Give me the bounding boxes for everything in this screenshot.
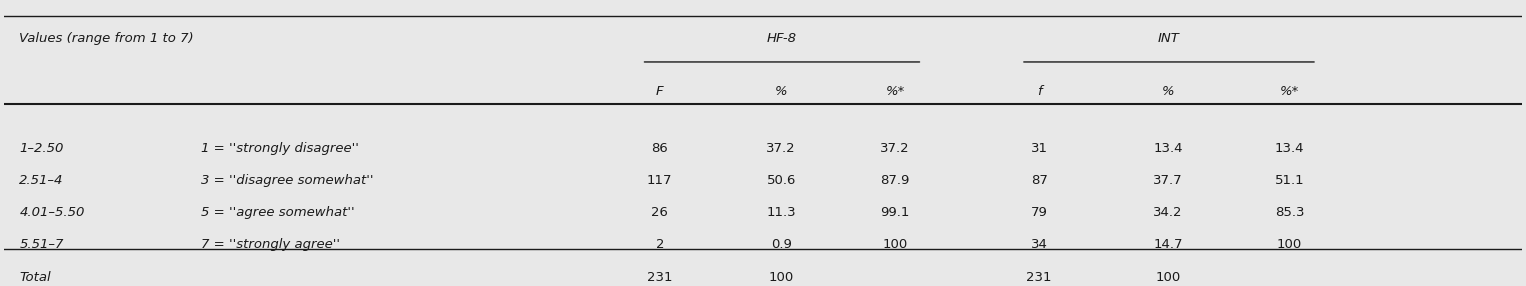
Text: %*: %* [885, 85, 905, 98]
Text: 51.1: 51.1 [1274, 174, 1305, 186]
Text: INT: INT [1158, 32, 1180, 45]
Text: 1 = ''strongly disagree'': 1 = ''strongly disagree'' [201, 142, 359, 154]
Text: 100: 100 [769, 271, 794, 284]
Text: 231: 231 [647, 271, 673, 284]
Text: 79: 79 [1030, 206, 1048, 219]
Text: 2.51–4: 2.51–4 [20, 174, 64, 186]
Text: 37.2: 37.2 [766, 142, 797, 154]
Text: Total: Total [20, 271, 50, 284]
Text: 87: 87 [1030, 174, 1048, 186]
Text: %: % [1161, 85, 1175, 98]
Text: %*: %* [1280, 85, 1299, 98]
Text: 4.01–5.50: 4.01–5.50 [20, 206, 85, 219]
Text: 13.4: 13.4 [1274, 142, 1305, 154]
Text: 1–2.50: 1–2.50 [20, 142, 64, 154]
Text: 100: 100 [1277, 238, 1302, 251]
Text: 85.3: 85.3 [1274, 206, 1305, 219]
Text: 99.1: 99.1 [881, 206, 909, 219]
Text: 34.2: 34.2 [1154, 206, 1183, 219]
Text: 37.7: 37.7 [1154, 174, 1183, 186]
Text: f: f [1036, 85, 1042, 98]
Text: 87.9: 87.9 [881, 174, 909, 186]
Text: 5 = ''agree somewhat'': 5 = ''agree somewhat'' [201, 206, 356, 219]
Text: 86: 86 [652, 142, 668, 154]
Text: 14.7: 14.7 [1154, 238, 1183, 251]
Text: 31: 31 [1030, 142, 1048, 154]
Text: Values (range from 1 to 7): Values (range from 1 to 7) [20, 32, 194, 45]
Text: HF-8: HF-8 [768, 32, 797, 45]
Text: 34: 34 [1030, 238, 1048, 251]
Text: 26: 26 [652, 206, 668, 219]
Text: 7 = ''strongly agree'': 7 = ''strongly agree'' [201, 238, 340, 251]
Text: 2: 2 [656, 238, 664, 251]
Text: 50.6: 50.6 [766, 174, 797, 186]
Text: 0.9: 0.9 [771, 238, 792, 251]
Text: 100: 100 [882, 238, 908, 251]
Text: 3 = ''disagree somewhat'': 3 = ''disagree somewhat'' [201, 174, 374, 186]
Text: 5.51–7: 5.51–7 [20, 238, 64, 251]
Text: F: F [656, 85, 664, 98]
Text: 117: 117 [647, 174, 673, 186]
Text: 37.2: 37.2 [881, 142, 909, 154]
Text: 11.3: 11.3 [766, 206, 797, 219]
Text: 100: 100 [1155, 271, 1181, 284]
Text: 231: 231 [1027, 271, 1051, 284]
Text: 13.4: 13.4 [1154, 142, 1183, 154]
Text: %: % [775, 85, 787, 98]
